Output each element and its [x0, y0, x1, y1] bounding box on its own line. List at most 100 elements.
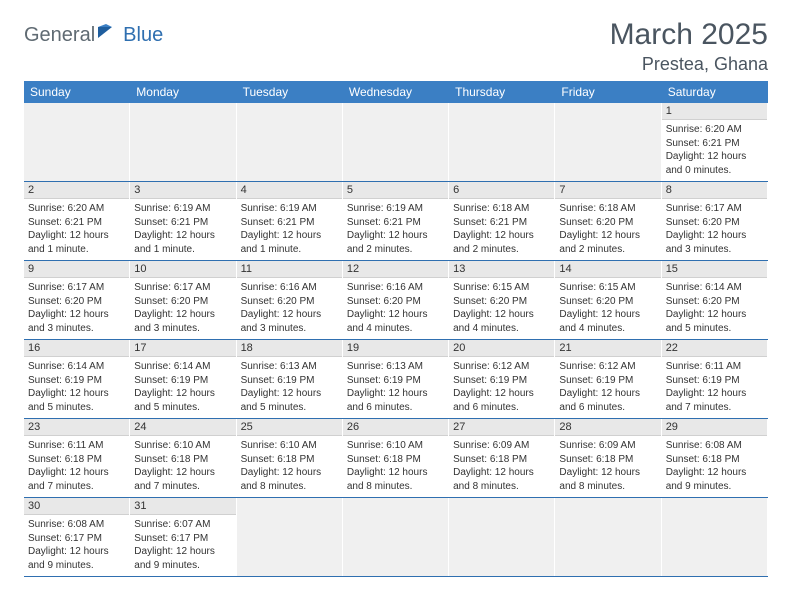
sunset-line: Sunset: 6:18 PM — [241, 453, 338, 467]
day-body: Sunrise: 6:20 AMSunset: 6:21 PMDaylight:… — [24, 199, 129, 260]
sunrise-line: Sunrise: 6:10 AM — [241, 439, 338, 453]
location: Prestea, Ghana — [610, 54, 768, 75]
day-body: Sunrise: 6:12 AMSunset: 6:19 PMDaylight:… — [555, 357, 660, 418]
sunrise-line: Sunrise: 6:20 AM — [666, 123, 763, 137]
sunset-line: Sunset: 6:21 PM — [241, 216, 338, 230]
daylight-line: Daylight: 12 hours and 2 minutes. — [347, 229, 444, 256]
day-number: 31 — [130, 498, 235, 515]
day-body: Sunrise: 6:11 AMSunset: 6:19 PMDaylight:… — [662, 357, 767, 418]
day-number: 26 — [343, 419, 448, 436]
day-number: 25 — [237, 419, 342, 436]
sunset-line: Sunset: 6:18 PM — [666, 453, 763, 467]
header: General Blue March 2025 Prestea, Ghana — [24, 18, 768, 75]
daylight-line: Daylight: 12 hours and 2 minutes. — [559, 229, 656, 256]
sunset-line: Sunset: 6:20 PM — [241, 295, 338, 309]
sunset-line: Sunset: 6:19 PM — [559, 374, 656, 388]
day-number: 16 — [24, 340, 129, 357]
month-title: March 2025 — [610, 18, 768, 52]
day-number: 22 — [662, 340, 767, 357]
day-body: Sunrise: 6:19 AMSunset: 6:21 PMDaylight:… — [237, 199, 342, 260]
sunrise-line: Sunrise: 6:17 AM — [666, 202, 763, 216]
sunset-line: Sunset: 6:21 PM — [134, 216, 231, 230]
daylight-line: Daylight: 12 hours and 5 minutes. — [134, 387, 231, 414]
weekday-header: Thursday — [449, 81, 555, 103]
sunset-line: Sunset: 6:20 PM — [666, 216, 763, 230]
day-body: Sunrise: 6:15 AMSunset: 6:20 PMDaylight:… — [555, 278, 660, 339]
sunset-line: Sunset: 6:19 PM — [134, 374, 231, 388]
day-number: 3 — [130, 182, 235, 199]
day-cell: 8Sunrise: 6:17 AMSunset: 6:20 PMDaylight… — [662, 182, 768, 260]
sunrise-line: Sunrise: 6:13 AM — [241, 360, 338, 374]
daylight-line: Daylight: 12 hours and 4 minutes. — [347, 308, 444, 335]
daylight-line: Daylight: 12 hours and 8 minutes. — [453, 466, 550, 493]
day-cell: 9Sunrise: 6:17 AMSunset: 6:20 PMDaylight… — [24, 261, 130, 339]
empty-cell — [449, 103, 555, 181]
logo-text-general: General — [24, 24, 95, 47]
sunrise-line: Sunrise: 6:18 AM — [453, 202, 550, 216]
day-cell: 25Sunrise: 6:10 AMSunset: 6:18 PMDayligh… — [237, 419, 343, 497]
sunrise-line: Sunrise: 6:18 AM — [559, 202, 656, 216]
day-cell: 26Sunrise: 6:10 AMSunset: 6:18 PMDayligh… — [343, 419, 449, 497]
sunrise-line: Sunrise: 6:16 AM — [347, 281, 444, 295]
logo: General Blue — [24, 24, 163, 47]
sunset-line: Sunset: 6:18 PM — [559, 453, 656, 467]
sunset-line: Sunset: 6:21 PM — [666, 137, 763, 151]
weekday-header: Friday — [555, 81, 661, 103]
day-cell: 30Sunrise: 6:08 AMSunset: 6:17 PMDayligh… — [24, 498, 130, 576]
day-cell: 7Sunrise: 6:18 AMSunset: 6:20 PMDaylight… — [555, 182, 661, 260]
day-body: Sunrise: 6:09 AMSunset: 6:18 PMDaylight:… — [555, 436, 660, 497]
weekday-header: Tuesday — [237, 81, 343, 103]
day-cell: 29Sunrise: 6:08 AMSunset: 6:18 PMDayligh… — [662, 419, 768, 497]
day-body: Sunrise: 6:17 AMSunset: 6:20 PMDaylight:… — [662, 199, 767, 260]
day-number: 20 — [449, 340, 554, 357]
weekday-header: Saturday — [662, 81, 768, 103]
day-number: 14 — [555, 261, 660, 278]
day-cell: 17Sunrise: 6:14 AMSunset: 6:19 PMDayligh… — [130, 340, 236, 418]
daylight-line: Daylight: 12 hours and 3 minutes. — [28, 308, 125, 335]
day-number: 23 — [24, 419, 129, 436]
daylight-line: Daylight: 12 hours and 5 minutes. — [666, 308, 763, 335]
flag-icon — [98, 24, 120, 47]
day-body: Sunrise: 6:12 AMSunset: 6:19 PMDaylight:… — [449, 357, 554, 418]
sunrise-line: Sunrise: 6:14 AM — [134, 360, 231, 374]
day-body: Sunrise: 6:16 AMSunset: 6:20 PMDaylight:… — [237, 278, 342, 339]
daylight-line: Daylight: 12 hours and 5 minutes. — [241, 387, 338, 414]
day-body: Sunrise: 6:18 AMSunset: 6:21 PMDaylight:… — [449, 199, 554, 260]
day-cell: 19Sunrise: 6:13 AMSunset: 6:19 PMDayligh… — [343, 340, 449, 418]
sunrise-line: Sunrise: 6:17 AM — [134, 281, 231, 295]
sunset-line: Sunset: 6:19 PM — [666, 374, 763, 388]
sunrise-line: Sunrise: 6:07 AM — [134, 518, 231, 532]
sunrise-line: Sunrise: 6:16 AM — [241, 281, 338, 295]
day-number: 21 — [555, 340, 660, 357]
day-number: 8 — [662, 182, 767, 199]
sunset-line: Sunset: 6:20 PM — [347, 295, 444, 309]
day-body: Sunrise: 6:15 AMSunset: 6:20 PMDaylight:… — [449, 278, 554, 339]
day-body: Sunrise: 6:17 AMSunset: 6:20 PMDaylight:… — [24, 278, 129, 339]
daylight-line: Daylight: 12 hours and 3 minutes. — [241, 308, 338, 335]
day-cell: 20Sunrise: 6:12 AMSunset: 6:19 PMDayligh… — [449, 340, 555, 418]
sunset-line: Sunset: 6:17 PM — [134, 532, 231, 546]
daylight-line: Daylight: 12 hours and 8 minutes. — [347, 466, 444, 493]
weekday-header: Sunday — [24, 81, 130, 103]
week-row: 23Sunrise: 6:11 AMSunset: 6:18 PMDayligh… — [24, 419, 768, 498]
sunset-line: Sunset: 6:19 PM — [28, 374, 125, 388]
day-cell: 31Sunrise: 6:07 AMSunset: 6:17 PMDayligh… — [130, 498, 236, 576]
empty-cell — [555, 498, 661, 576]
sunrise-line: Sunrise: 6:10 AM — [134, 439, 231, 453]
empty-cell — [130, 103, 236, 181]
sunrise-line: Sunrise: 6:14 AM — [28, 360, 125, 374]
day-body: Sunrise: 6:07 AMSunset: 6:17 PMDaylight:… — [130, 515, 235, 576]
day-body: Sunrise: 6:14 AMSunset: 6:19 PMDaylight:… — [24, 357, 129, 418]
day-body: Sunrise: 6:13 AMSunset: 6:19 PMDaylight:… — [343, 357, 448, 418]
sunrise-line: Sunrise: 6:09 AM — [453, 439, 550, 453]
day-cell: 18Sunrise: 6:13 AMSunset: 6:19 PMDayligh… — [237, 340, 343, 418]
sunrise-line: Sunrise: 6:19 AM — [241, 202, 338, 216]
day-cell: 2Sunrise: 6:20 AMSunset: 6:21 PMDaylight… — [24, 182, 130, 260]
sunrise-line: Sunrise: 6:13 AM — [347, 360, 444, 374]
weekday-header: Wednesday — [343, 81, 449, 103]
daylight-line: Daylight: 12 hours and 6 minutes. — [347, 387, 444, 414]
sunset-line: Sunset: 6:19 PM — [347, 374, 444, 388]
sunrise-line: Sunrise: 6:10 AM — [347, 439, 444, 453]
daylight-line: Daylight: 12 hours and 1 minute. — [134, 229, 231, 256]
day-cell: 16Sunrise: 6:14 AMSunset: 6:19 PMDayligh… — [24, 340, 130, 418]
